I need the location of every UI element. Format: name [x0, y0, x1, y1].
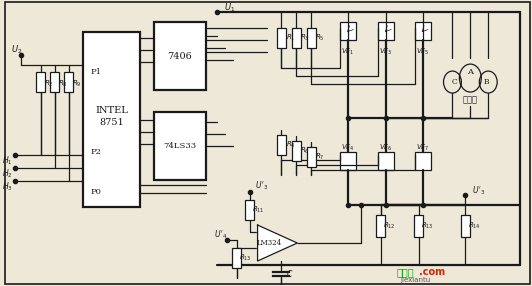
Text: 电动机: 电动机 [463, 96, 478, 104]
Text: $U_2$: $U_2$ [11, 44, 22, 56]
Text: $U'_3$: $U'_3$ [255, 180, 268, 192]
Text: $R_9$: $R_9$ [72, 79, 81, 89]
Text: 74LS33: 74LS33 [163, 142, 196, 150]
Text: $U'_3$: $U'_3$ [472, 185, 485, 197]
Text: jiexiantu: jiexiantu [401, 277, 431, 283]
Bar [277, 28, 286, 48]
Bar [82, 32, 140, 207]
Text: 7406: 7406 [168, 51, 193, 61]
Text: $VF_4$: $VF_4$ [341, 143, 355, 153]
Bar [376, 215, 385, 237]
Bar [414, 152, 430, 170]
Text: $H_3$: $H_3$ [2, 181, 13, 193]
Bar [50, 72, 59, 92]
Text: $R_1$: $R_1$ [286, 33, 295, 43]
Text: .com: .com [419, 267, 445, 277]
Text: $R_5$: $R_5$ [315, 33, 325, 43]
Bar [64, 72, 73, 92]
Text: $VF_6$: $VF_6$ [379, 143, 393, 153]
Text: $U_1$: $U_1$ [224, 2, 235, 14]
Bar [340, 22, 356, 40]
Text: $R_4$: $R_4$ [286, 140, 295, 150]
Bar [292, 28, 301, 48]
Text: P0: P0 [90, 188, 102, 196]
Text: 接线图: 接线图 [397, 267, 414, 277]
Bar [378, 22, 394, 40]
Text: $R_{12}$: $R_{12}$ [384, 221, 396, 231]
Text: $R_6$: $R_6$ [301, 146, 310, 156]
Bar [414, 215, 423, 237]
Text: $R_8$: $R_8$ [58, 79, 68, 89]
Bar [232, 248, 241, 268]
Bar [154, 22, 206, 90]
Text: $U'_4$: $U'_4$ [213, 229, 227, 241]
Text: A: A [467, 68, 473, 76]
Text: $VF_7$: $VF_7$ [416, 143, 429, 153]
Bar [245, 200, 254, 220]
Bar [292, 141, 301, 161]
Text: B: B [484, 78, 489, 86]
Bar [378, 152, 394, 170]
Text: $VF_5$: $VF_5$ [416, 47, 429, 57]
Text: $H_2$: $H_2$ [2, 168, 13, 180]
Text: $VF_3$: $VF_3$ [379, 47, 393, 57]
Text: 8751: 8751 [99, 118, 124, 126]
Text: INTEL: INTEL [95, 106, 128, 115]
Bar [340, 152, 356, 170]
Text: $R_{13}$: $R_{13}$ [421, 221, 434, 231]
Text: $R_{13}$: $R_{13}$ [239, 253, 252, 263]
Text: LM324: LM324 [257, 239, 282, 247]
Text: $C$: $C$ [286, 267, 293, 279]
Polygon shape [257, 225, 297, 261]
Text: C: C [452, 78, 458, 86]
Text: P1: P1 [90, 68, 102, 76]
Bar [277, 135, 286, 155]
Bar [307, 28, 315, 48]
Text: $R_7$: $R_7$ [315, 152, 325, 162]
Text: $H_1$: $H_1$ [2, 155, 13, 167]
Bar [154, 112, 206, 180]
Text: P2: P2 [90, 148, 102, 156]
Text: $R_2$: $R_2$ [44, 79, 54, 89]
Bar [36, 72, 45, 92]
Text: $R_{14}$: $R_{14}$ [468, 221, 481, 231]
Bar [307, 147, 315, 167]
Bar [414, 22, 430, 40]
Bar [461, 215, 470, 237]
Text: $R_3$: $R_3$ [301, 33, 310, 43]
Text: $VF_1$: $VF_1$ [342, 47, 355, 57]
Text: $R_{11}$: $R_{11}$ [252, 205, 265, 215]
